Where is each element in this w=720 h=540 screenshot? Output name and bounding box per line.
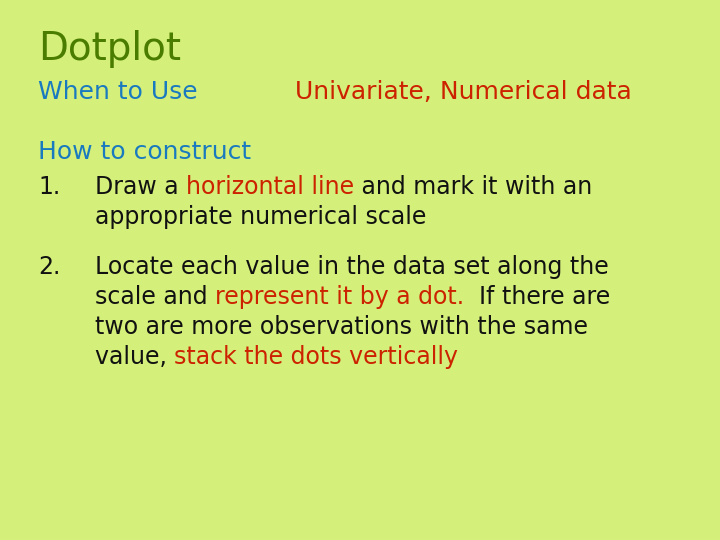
- Text: Draw a: Draw a: [95, 175, 186, 199]
- Text: How to construct: How to construct: [38, 140, 251, 164]
- Text: Univariate, Numerical data: Univariate, Numerical data: [295, 80, 631, 104]
- Text: appropriate numerical scale: appropriate numerical scale: [95, 205, 426, 229]
- Text: scale and: scale and: [95, 285, 215, 309]
- Text: stack the dots vertically: stack the dots vertically: [174, 345, 459, 369]
- Text: Dotplot: Dotplot: [38, 30, 181, 68]
- Text: horizontal line: horizontal line: [186, 175, 354, 199]
- Text: Locate each value in the data set along the: Locate each value in the data set along …: [95, 255, 608, 279]
- Text: 1.: 1.: [38, 175, 60, 199]
- Text: represent it by a dot.: represent it by a dot.: [215, 285, 464, 309]
- Text: When to Use: When to Use: [38, 80, 197, 104]
- Text: If there are: If there are: [464, 285, 611, 309]
- Text: 2.: 2.: [38, 255, 60, 279]
- Text: two are more observations with the same: two are more observations with the same: [95, 315, 588, 339]
- Text: and mark it with an: and mark it with an: [354, 175, 593, 199]
- Text: value,: value,: [95, 345, 174, 369]
